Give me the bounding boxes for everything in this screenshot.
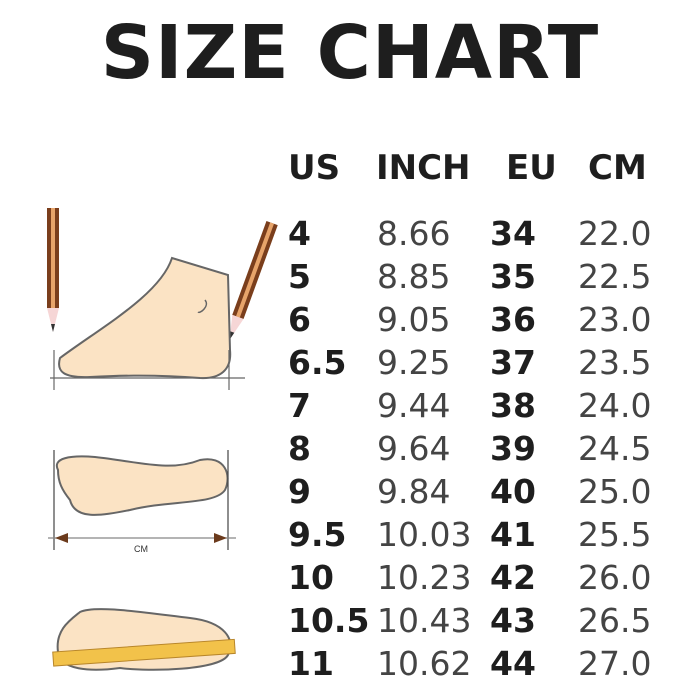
right-pencil-icon bbox=[229, 220, 278, 340]
size-cell-us: 10 bbox=[288, 558, 334, 597]
size-cell-us: 10.5 bbox=[288, 601, 370, 640]
size-cell-inch: 8.85 bbox=[377, 257, 451, 296]
size-cell-cm: 23.0 bbox=[578, 300, 652, 339]
arrow-left-icon bbox=[55, 533, 68, 543]
top-foot-shape bbox=[55, 455, 229, 516]
size-cell-cm: 24.5 bbox=[578, 429, 652, 468]
size-cell-inch: 9.25 bbox=[377, 343, 451, 382]
size-cell-cm: 23.5 bbox=[578, 343, 652, 382]
size-cell-us: 11 bbox=[288, 644, 334, 683]
size-cell-us: 9.5 bbox=[288, 515, 347, 554]
measure-label: CM bbox=[134, 544, 148, 554]
column-header-us: US bbox=[288, 148, 341, 188]
size-cell-us: 8 bbox=[288, 429, 311, 468]
size-cell-eu: 38 bbox=[490, 386, 536, 425]
column-header-cm: CM bbox=[588, 148, 647, 188]
size-cell-eu: 39 bbox=[490, 429, 536, 468]
size-cell-us: 6.5 bbox=[288, 343, 347, 382]
size-cell-cm: 22.5 bbox=[578, 257, 652, 296]
size-cell-us: 7 bbox=[288, 386, 311, 425]
size-cell-cm: 22.0 bbox=[578, 214, 652, 253]
size-cell-cm: 26.5 bbox=[578, 601, 652, 640]
size-cell-inch: 10.23 bbox=[377, 558, 472, 597]
size-cell-inch: 9.05 bbox=[377, 300, 451, 339]
size-cell-inch: 10.43 bbox=[377, 601, 472, 640]
size-cell-us: 9 bbox=[288, 472, 311, 511]
size-cell-eu: 37 bbox=[490, 343, 536, 382]
size-cell-inch: 9.44 bbox=[377, 386, 451, 425]
size-cell-eu: 43 bbox=[490, 601, 536, 640]
page-title: SIZE CHART bbox=[100, 10, 600, 96]
foot-measurement-illustration: CM bbox=[47, 208, 278, 671]
size-cell-inch: 10.03 bbox=[377, 515, 472, 554]
left-pencil-icon bbox=[47, 208, 59, 332]
size-cell-us: 4 bbox=[288, 214, 311, 253]
size-cell-inch: 9.84 bbox=[377, 472, 451, 511]
size-cell-cm: 25.0 bbox=[578, 472, 652, 511]
arrow-right-icon bbox=[214, 533, 227, 543]
size-cell-eu: 35 bbox=[490, 257, 536, 296]
ruler-icon bbox=[52, 638, 236, 667]
size-cell-us: 5 bbox=[288, 257, 311, 296]
size-cell-eu: 36 bbox=[490, 300, 536, 339]
size-cell-cm: 27.0 bbox=[578, 644, 652, 683]
size-cell-inch: 10.62 bbox=[377, 644, 472, 683]
size-cell-cm: 24.0 bbox=[578, 386, 652, 425]
size-cell-eu: 41 bbox=[490, 515, 536, 554]
size-cell-eu: 44 bbox=[490, 644, 536, 683]
size-cell-inch: 9.64 bbox=[377, 429, 451, 468]
column-header-inch: INCH bbox=[376, 148, 471, 188]
size-cell-cm: 25.5 bbox=[578, 515, 652, 554]
column-header-eu: EU bbox=[506, 148, 557, 188]
size-cell-cm: 26.0 bbox=[578, 558, 652, 597]
side-foot-shape bbox=[58, 256, 232, 380]
size-cell-eu: 42 bbox=[490, 558, 536, 597]
size-cell-eu: 40 bbox=[490, 472, 536, 511]
size-cell-inch: 8.66 bbox=[377, 214, 451, 253]
size-cell-eu: 34 bbox=[490, 214, 536, 253]
size-cell-us: 6 bbox=[288, 300, 311, 339]
